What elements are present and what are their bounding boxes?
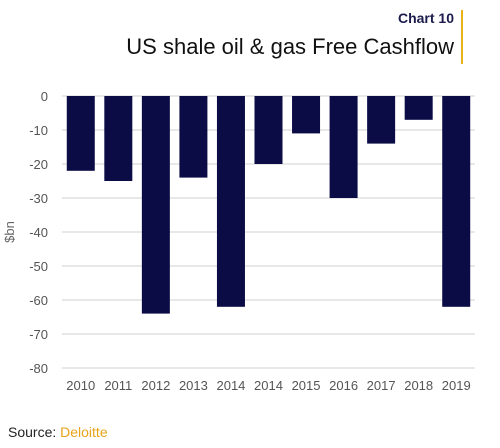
chart-number: Chart 10 bbox=[397, 10, 454, 26]
source-name: Deloitte bbox=[60, 424, 108, 440]
bar-chart: 0 -10 -20 -30 -40 -50 -60 -70 -80 $bn 2010 2011 2012… bbox=[2, 89, 475, 393]
y-tick-label: 0 bbox=[41, 89, 48, 104]
x-tick-label: 2016 bbox=[329, 378, 358, 393]
y-axis-label: $bn bbox=[2, 221, 17, 243]
x-tick-label: 2019 bbox=[442, 378, 471, 393]
y-tick-label: -60 bbox=[29, 293, 48, 308]
source-line: Source: Deloitte bbox=[8, 424, 108, 440]
title-accent-bar bbox=[461, 10, 463, 64]
bar-2018 bbox=[404, 96, 433, 120]
y-tick-label: -10 bbox=[29, 123, 48, 138]
source-label: Source: bbox=[8, 424, 57, 440]
y-tick-label: -50 bbox=[29, 259, 48, 274]
bar-2010 bbox=[66, 96, 95, 171]
x-tick-label: 2011 bbox=[104, 378, 132, 393]
chart-title: US shale oil & gas Free Cashflow bbox=[126, 34, 454, 59]
bar-2013 bbox=[179, 96, 208, 178]
x-tick-label: 2017 bbox=[367, 378, 396, 393]
bar-2011 bbox=[104, 96, 133, 181]
bar-2016 bbox=[329, 96, 358, 198]
x-tick-label: 2014 bbox=[216, 378, 245, 393]
bar-2012 bbox=[141, 96, 170, 314]
y-tick-label: -40 bbox=[29, 225, 48, 240]
bar-2015 bbox=[292, 96, 321, 134]
bar-2014 bbox=[216, 96, 245, 307]
x-tick-label: 2013 bbox=[179, 378, 208, 393]
x-tick-label: 2010 bbox=[66, 378, 95, 393]
y-tick-label: -20 bbox=[29, 157, 48, 172]
x-tick-label: 2018 bbox=[404, 378, 433, 393]
x-tick-label: 2014 bbox=[254, 378, 283, 393]
y-tick-label: -70 bbox=[29, 327, 48, 342]
bar-2019 bbox=[442, 96, 471, 307]
x-tick-label: 2015 bbox=[292, 378, 321, 393]
x-tick-label: 2012 bbox=[141, 378, 170, 393]
y-tick-label: -80 bbox=[29, 361, 48, 376]
bar-2014 bbox=[254, 96, 283, 164]
bar-2017 bbox=[367, 96, 396, 144]
y-tick-label: -30 bbox=[29, 191, 48, 206]
